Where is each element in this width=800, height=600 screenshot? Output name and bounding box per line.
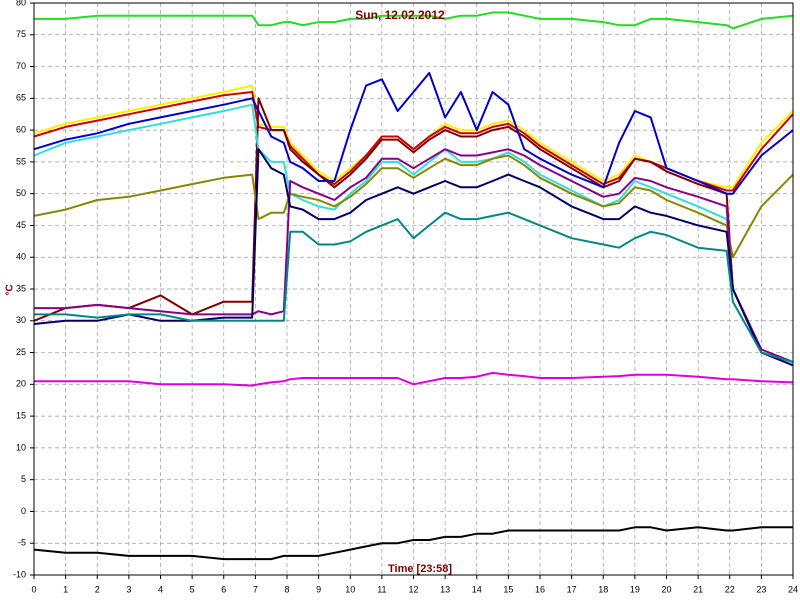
- x-tick-label: 10: [345, 584, 355, 594]
- lines: [33, 11, 794, 561]
- series-line: [34, 371, 794, 387]
- series-line: [34, 211, 794, 364]
- series-line: [33, 71, 794, 195]
- y-tick-label: 40: [16, 252, 26, 262]
- x-tick-label: 15: [503, 584, 513, 594]
- x-tick-label: 5: [190, 584, 195, 594]
- x-tick-label: 0: [31, 584, 36, 594]
- y-tick-label: 10: [16, 442, 26, 452]
- x-tick-label: 8: [284, 584, 289, 594]
- x-axis-label: Time [23:58]: [388, 563, 452, 575]
- y-tick-label: 25: [16, 347, 26, 357]
- y-tick-label: 15: [16, 410, 26, 420]
- x-tick-label: 2: [95, 584, 100, 594]
- x-tick-label: 4: [158, 584, 163, 594]
- x-tick-label: 18: [598, 584, 608, 594]
- x-tick-label: 9: [316, 584, 321, 594]
- series-line: [33, 103, 794, 364]
- x-tick-label: 21: [693, 584, 703, 594]
- x-tick-label: 24: [788, 584, 798, 594]
- x-tick-label: 11: [377, 584, 386, 594]
- y-tick-label: 45: [16, 220, 26, 230]
- y-tick-label: 60: [16, 124, 26, 134]
- y-tick-label: 20: [16, 379, 26, 389]
- x-tick-label: 12: [408, 584, 418, 594]
- y-tick-label: 65: [16, 93, 26, 103]
- y-tick-label: 35: [16, 283, 26, 293]
- x-tick-label: 16: [535, 584, 545, 594]
- series-line: [34, 11, 794, 30]
- x-tick-label: 6: [221, 584, 226, 594]
- x-tick-label: 3: [126, 584, 131, 594]
- chart-title: Sun, 12.02.2012: [355, 8, 445, 22]
- x-tick-label: 20: [661, 584, 671, 594]
- series-line: [33, 154, 794, 259]
- y-tick-label: 70: [16, 61, 26, 71]
- y-tick-label: 50: [16, 188, 26, 198]
- y-tick-label: 5: [21, 474, 26, 484]
- x-tick-label: 13: [440, 584, 450, 594]
- plot-border: [33, 2, 794, 576]
- x-tick-label: 19: [630, 584, 640, 594]
- x-tick-label: 17: [567, 584, 577, 594]
- x-tick-label: 23: [756, 584, 766, 594]
- x-tick-label: 14: [472, 584, 482, 594]
- series-line: [33, 148, 794, 367]
- y-tick-label: -10: [13, 569, 26, 579]
- y-tick-label: 80: [16, 0, 26, 7]
- series-line: [33, 97, 794, 364]
- y-tick-label: -5: [18, 538, 26, 548]
- x-tick-label: 7: [253, 584, 258, 594]
- y-tick-label: 30: [16, 315, 26, 325]
- y-tick-label: 75: [16, 29, 26, 39]
- x-tick-label: 1: [63, 584, 68, 594]
- y-tick-label: 55: [16, 156, 26, 166]
- series-line: [33, 526, 793, 561]
- y-axis-label: °C: [5, 284, 16, 295]
- x-tick-label: 22: [725, 584, 735, 594]
- series-line: [34, 148, 794, 364]
- y-tick-label: 0: [21, 506, 26, 516]
